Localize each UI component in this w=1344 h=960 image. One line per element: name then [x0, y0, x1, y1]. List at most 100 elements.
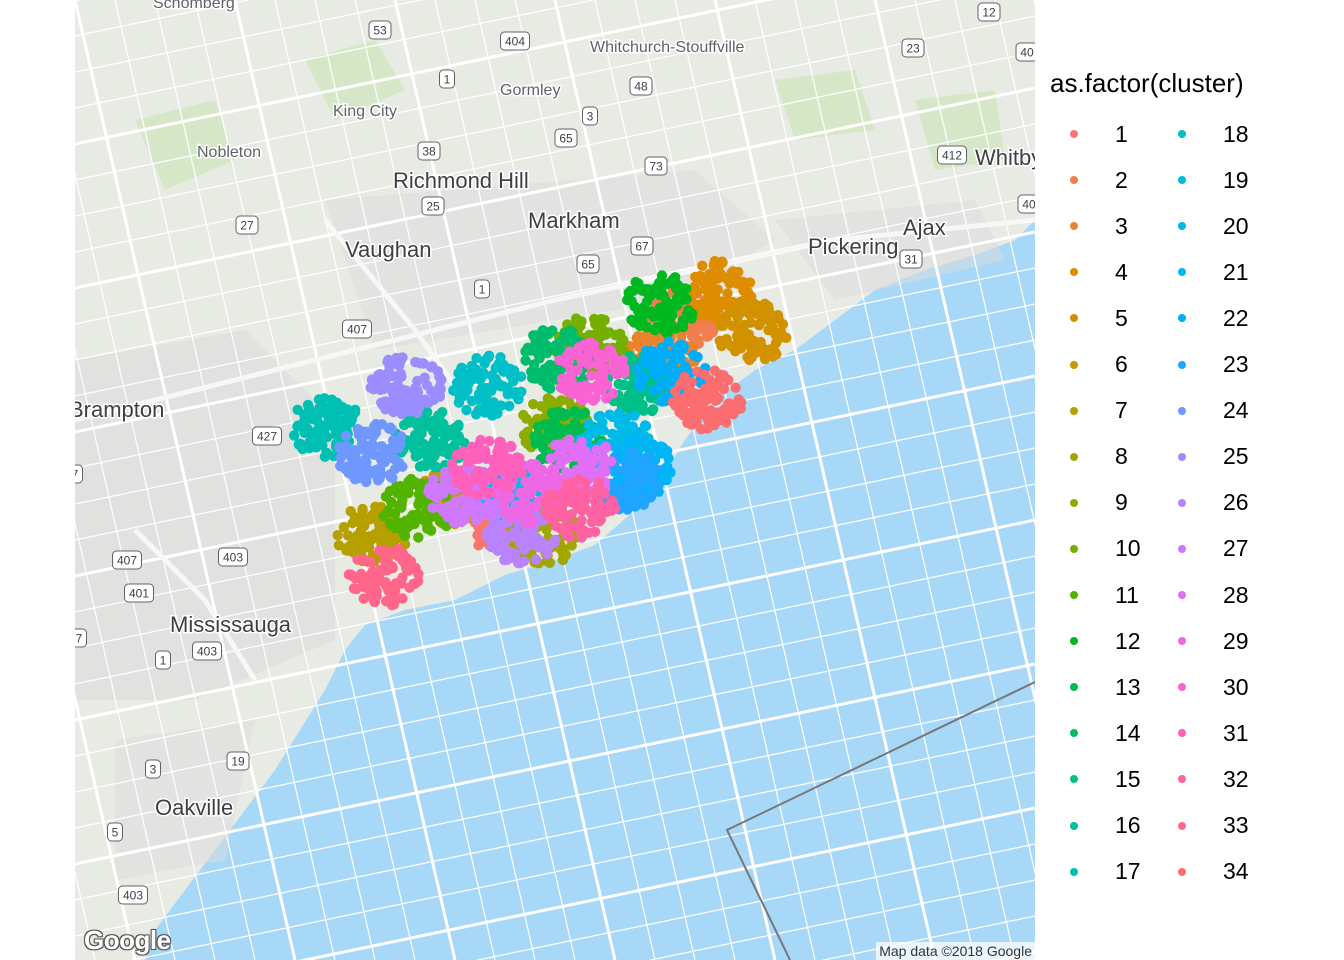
- highway: [133, 528, 258, 682]
- road: [75, 691, 137, 960]
- cluster-point: [346, 452, 357, 463]
- cluster-point: [730, 346, 741, 357]
- shield-number: 1: [444, 73, 451, 87]
- shield-shape: [901, 38, 925, 58]
- park-area: [775, 70, 875, 140]
- legend-item: 24: [1148, 388, 1249, 434]
- legend-item: 31: [1148, 710, 1249, 756]
- cluster-point: [633, 331, 644, 342]
- legend-swatch: [1070, 452, 1078, 461]
- place-label-oakville: Oakville: [155, 795, 233, 820]
- legend-swatch: [1070, 314, 1078, 323]
- legend-label: 10: [1115, 535, 1141, 562]
- legend-label: 14: [1115, 719, 1141, 746]
- cluster-point: [393, 442, 404, 454]
- shield-shape: [417, 141, 441, 161]
- shield-shape: [1017, 194, 1035, 214]
- cluster-point: [604, 327, 615, 338]
- cluster-point: [416, 428, 427, 439]
- cluster-group-12: [622, 270, 698, 340]
- legend-item: 4: [1040, 249, 1128, 295]
- cluster-group-31: [446, 434, 527, 500]
- road: [114, 0, 336, 960]
- cluster-point: [629, 434, 640, 446]
- legend-item: 17: [1040, 849, 1141, 895]
- cluster-point: [397, 484, 408, 495]
- cluster-point: [555, 395, 567, 406]
- legend-label: 4: [1115, 258, 1128, 285]
- cluster-point: [705, 385, 717, 397]
- cluster-point: [546, 429, 557, 440]
- shield-shape: [439, 69, 455, 89]
- legend-swatch: [1178, 729, 1186, 738]
- cluster-point: [543, 501, 554, 513]
- legend-label: 16: [1115, 812, 1141, 838]
- cluster-point: [518, 556, 530, 567]
- cluster-point: [746, 340, 758, 352]
- legend-item: 15: [1040, 756, 1141, 802]
- legend-swatch: [1070, 729, 1078, 738]
- highway: [75, 217, 1035, 423]
- legend-label: 2: [1115, 166, 1128, 193]
- cluster-point: [615, 359, 626, 371]
- place-label-king-city: King City: [333, 103, 397, 120]
- cluster-point: [676, 330, 687, 342]
- map-panel[interactable]: Schomberg Whitchurch-Stouffville Gormley Ki…: [75, 0, 1035, 960]
- cluster-point: [471, 409, 482, 420]
- legend-item: 26: [1148, 480, 1249, 526]
- cluster-point: [630, 476, 641, 487]
- cluster-point: [542, 393, 553, 404]
- road: [75, 123, 1035, 325]
- legend-label: 32: [1223, 765, 1249, 792]
- legend-swatch: [1178, 360, 1186, 369]
- cluster-point: [433, 410, 444, 421]
- cluster-point: [520, 476, 531, 487]
- road: [75, 627, 1035, 829]
- cluster-point: [692, 406, 703, 417]
- legend-label: 21: [1223, 258, 1249, 285]
- cluster-group-25: [365, 352, 447, 420]
- cluster-point: [391, 519, 402, 530]
- highway-shield-27: 27: [235, 215, 259, 235]
- cluster-point: [675, 379, 686, 390]
- cluster-point: [745, 317, 756, 328]
- cluster-point: [665, 299, 677, 310]
- cluster-point: [595, 331, 606, 343]
- shield-number: 31: [904, 253, 918, 267]
- legend-label: 15: [1115, 765, 1141, 792]
- cluster-point: [373, 369, 384, 381]
- legend-label: 31: [1223, 719, 1249, 746]
- cluster-point: [402, 389, 413, 401]
- legend-label: 7: [1115, 397, 1128, 424]
- cluster-point: [502, 483, 513, 494]
- legend-item: 27: [1148, 526, 1249, 572]
- cluster-point: [410, 562, 421, 574]
- cluster-point: [374, 523, 385, 535]
- road: [75, 662, 1035, 866]
- cluster-group-18: [448, 350, 527, 421]
- place-label-schomberg: Schomberg: [153, 0, 235, 12]
- highway-shield-38: 38: [417, 141, 441, 161]
- cluster-point: [753, 320, 765, 331]
- shield-shape: [1015, 42, 1035, 62]
- cluster-group-32: [540, 474, 621, 543]
- place-label-ajax: Ajax: [903, 215, 946, 240]
- shield-number: 427: [257, 430, 277, 444]
- cluster-point: [470, 364, 481, 375]
- cluster-point: [624, 447, 636, 458]
- cluster-point: [506, 472, 517, 483]
- cluster-point: [689, 281, 700, 292]
- legend-label: 25: [1223, 443, 1249, 470]
- cluster-point: [364, 534, 376, 546]
- road: [820, 915, 1035, 960]
- cluster-point: [389, 596, 400, 607]
- cluster-point: [332, 530, 343, 541]
- shield-shape: [155, 650, 171, 670]
- cluster-point: [526, 459, 537, 470]
- cluster-point: [380, 535, 392, 546]
- cluster-point: [616, 445, 627, 456]
- highway-shield-1: 1: [439, 69, 455, 89]
- cluster-point: [647, 404, 659, 415]
- cluster-point: [517, 533, 528, 544]
- cluster-point: [349, 474, 361, 485]
